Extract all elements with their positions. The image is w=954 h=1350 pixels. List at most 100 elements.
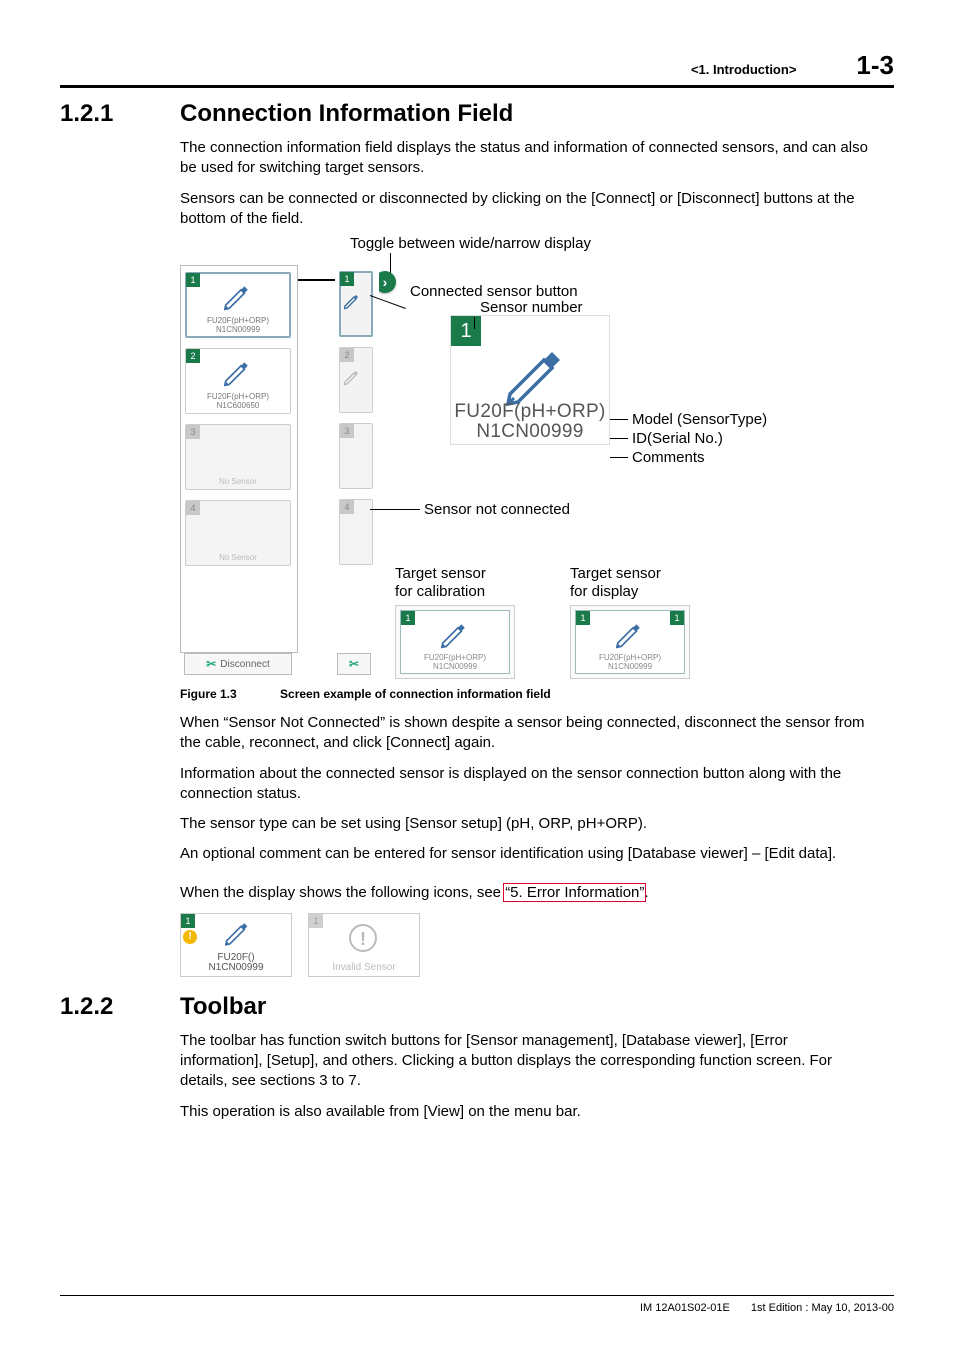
heading-1-2-1: 1.2.1Connection Information Field [60, 100, 894, 128]
annotation-model: Model (SensorType) [632, 411, 767, 428]
page-header: <1. Introduction> 1-3 [60, 50, 894, 88]
annotation-toggle: Toggle between wide/narrow display [350, 235, 591, 252]
slot-number-badge: 1 [309, 914, 323, 928]
sensor-pen-icon [224, 359, 254, 389]
sensor-slot-1-narrow[interactable]: 1 [339, 271, 373, 337]
sensor-pen-icon [224, 283, 254, 313]
annotation-not-connected: Sensor not connected [424, 501, 570, 518]
sensor-panel-narrow: 1 2 3 4 [335, 265, 379, 653]
sensor-pen-icon [344, 292, 362, 310]
disconnect-x-icon: ✂ [206, 657, 216, 671]
document-id: IM 12A01S02-01E [640, 1302, 730, 1314]
disconnect-x-icon: ✂ [349, 657, 359, 671]
leader-line [390, 253, 391, 273]
para-with-link: When the display shows the following ico… [180, 883, 874, 903]
slot-number-badge: 1 [181, 914, 195, 928]
section-number: 1.2.1 [60, 100, 180, 128]
slot-number-badge: 4 [340, 500, 354, 514]
edition-info: 1st Edition : May 10, 2013-00 [751, 1302, 894, 1314]
disconnect-button-narrow[interactable]: ✂ [337, 653, 371, 675]
slot-number-badge: 2 [186, 349, 200, 363]
slot-label: FU20F(pH+ORP)N1CN00999 [405, 654, 505, 671]
error-icon-card-warning: 1 ! FU20F()N1CN00999 [180, 913, 292, 977]
card-label: FU20F()N1CN00999 [185, 953, 287, 974]
target-calib-caption: Target sensor for calibration [395, 565, 515, 601]
target-display-caption: Target sensor for display [570, 565, 690, 601]
sensor-slot-1[interactable]: 1 FU20F(pH+ORP)N1CN00999 [185, 272, 291, 338]
figure-1-3: Toggle between wide/narrow display ‹ › 1… [180, 239, 860, 679]
para: This operation is also available from [V… [180, 1102, 874, 1122]
target-display-group: Target sensor for display 1 1 FU20F(pH+O… [570, 565, 690, 679]
slot-number-badge: 1 [576, 611, 590, 625]
slot-number-badge: 1 [401, 611, 415, 625]
sensor-slot-4-narrow[interactable]: 4 [339, 499, 373, 565]
figure-title: Screen example of connection information… [280, 687, 551, 701]
para: An optional comment can be entered for s… [180, 844, 874, 864]
section-title: Connection Information Field [180, 100, 513, 127]
sensor-slot-2[interactable]: 2 FU20F(pH+ORP)N1C600650 [185, 348, 291, 414]
target-calibration-group: Target sensor for calibration 1 FU20F(pH… [395, 565, 515, 679]
para: The toolbar has function switch buttons … [180, 1031, 874, 1092]
target-calib-slot[interactable]: 1 FU20F(pH+ORP)N1CN00999 [400, 610, 510, 674]
sensor-slot-4-empty[interactable]: 4 No Sensor [185, 500, 291, 566]
leader-line [610, 457, 628, 458]
invalid-warning-icon: ! [349, 924, 377, 952]
slot-label: FU20F(pH+ORP)N1CN00999 [580, 654, 680, 671]
zoom-number-badge: 1 [451, 316, 481, 346]
page-number: 1-3 [856, 50, 894, 81]
sensor-pen-icon [616, 621, 646, 651]
section-number: 1.2.2 [60, 993, 180, 1021]
annotation-id: ID(Serial No.) [632, 430, 723, 447]
page-footer: IM 12A01S02-01E 1st Edition : May 10, 20… [60, 1295, 894, 1314]
annotation-connected-btn: Connected sensor button [410, 283, 578, 300]
error-icon-examples: 1 ! FU20F()N1CN00999 1 ! Invalid Sensor [180, 913, 874, 977]
figure-caption: Figure 1.3 Screen example of connection … [180, 687, 874, 701]
para: Information about the connected sensor i… [180, 764, 874, 805]
slot-label: No Sensor [192, 478, 284, 486]
error-info-link[interactable]: “5. Error Information” [505, 884, 644, 901]
breadcrumb: <1. Introduction> [691, 62, 796, 77]
para: The sensor type can be set using [Sensor… [180, 814, 874, 834]
target-display-slot[interactable]: 1 1 FU20F(pH+ORP)N1CN00999 [575, 610, 685, 674]
text: When the display shows the following ico… [180, 884, 505, 901]
slot-label: FU20F(pH+ORP)N1CN00999 [192, 317, 284, 334]
slot-number-badge: 1 [670, 611, 684, 625]
leader-line [370, 509, 420, 510]
slot-number-badge: 1 [186, 273, 200, 287]
para: The connection information field display… [180, 138, 874, 179]
section-title: Toolbar [180, 993, 266, 1020]
disconnect-button[interactable]: ✂Disconnect [184, 653, 292, 675]
sensor-button-zoom: 1 FU20F(pH+ORP)N1CN00999 [450, 315, 610, 445]
slot-label: No Sensor [192, 554, 284, 562]
sensor-pen-icon [506, 344, 568, 406]
sensor-panel-wide: 1 FU20F(pH+ORP)N1CN00999 2 FU20F(pH+ORP)… [180, 265, 298, 653]
sensor-pen-icon [344, 368, 362, 386]
error-icon-card-invalid: 1 ! Invalid Sensor [308, 913, 420, 977]
target-display-panel: 1 1 FU20F(pH+ORP)N1CN00999 [570, 605, 690, 679]
leader-line [474, 317, 475, 329]
figure-label: Figure 1.3 [180, 687, 237, 701]
target-calib-panel: 1 FU20F(pH+ORP)N1CN00999 [395, 605, 515, 679]
para: When “Sensor Not Connected” is shown des… [180, 713, 874, 754]
heading-1-2-2: 1.2.2Toolbar [60, 993, 894, 1021]
annotation-comments: Comments [632, 449, 705, 466]
annotation-sensor-number: Sensor number [480, 299, 583, 316]
sensor-slot-3-empty[interactable]: 3 No Sensor [185, 424, 291, 490]
slot-number-badge: 1 [340, 272, 354, 286]
leader-line [610, 438, 628, 439]
slot-number-badge: 4 [186, 501, 200, 515]
text: . [644, 884, 648, 901]
sensor-slot-2-narrow[interactable]: 2 [339, 347, 373, 413]
leader-line [610, 419, 628, 420]
card-label: Invalid Sensor [313, 963, 415, 974]
zoom-label: FU20F(pH+ORP)N1CN00999 [451, 402, 609, 442]
page-root: <1. Introduction> 1-3 1.2.1Connection In… [0, 0, 954, 1172]
warning-badge-icon: ! [183, 930, 197, 944]
para: Sensors can be connected or disconnected… [180, 189, 874, 230]
sensor-pen-icon [441, 621, 471, 651]
slot-label: FU20F(pH+ORP)N1C600650 [192, 393, 284, 410]
slot-number-badge: 2 [340, 348, 354, 362]
sensor-slot-3-narrow[interactable]: 3 [339, 423, 373, 489]
sensor-pen-icon [225, 920, 253, 948]
slot-number-badge: 3 [340, 424, 354, 438]
